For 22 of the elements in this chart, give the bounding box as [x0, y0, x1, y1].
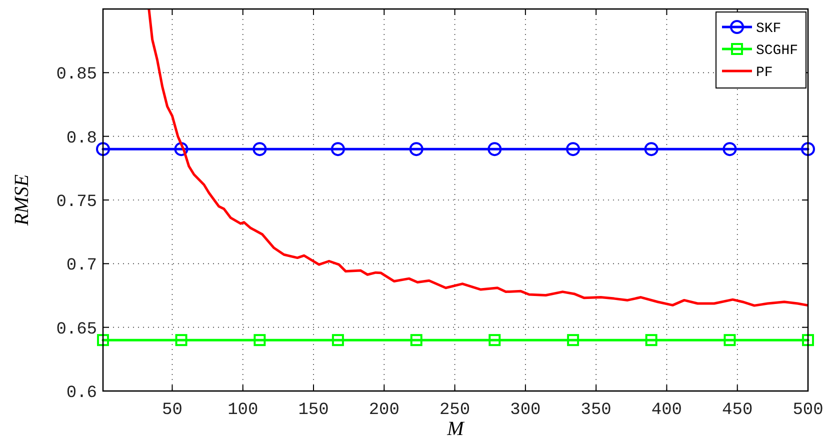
x-tick-label: 50 — [162, 401, 182, 420]
legend-label: SCGHF — [756, 42, 798, 59]
legend-label: SKF — [756, 20, 782, 37]
line-series — [148, 9, 808, 307]
x-tick-label: 250 — [439, 401, 470, 420]
x-tick-label: 350 — [580, 401, 612, 420]
y-tick-label: 0.6 — [66, 384, 97, 403]
x-tick-label: 400 — [651, 401, 682, 420]
x-tick-label: 450 — [722, 401, 753, 420]
x-tick-label: 300 — [510, 401, 541, 420]
x-tick-label: 200 — [368, 401, 400, 420]
y-axis-title: RMSE — [11, 174, 33, 227]
y-tick-label: 0.65 — [56, 320, 97, 340]
y-tick-label: 0.7 — [66, 256, 97, 276]
y-tick-label: 0.75 — [56, 192, 97, 212]
y-tick-label: 0.8 — [66, 129, 97, 148]
y-tick-label: 0.85 — [56, 66, 97, 85]
legend-label: PF — [756, 64, 773, 81]
x-axis-title: M — [446, 418, 466, 439]
x-tick-label: 500 — [792, 401, 824, 420]
x-tick-label: 100 — [228, 401, 258, 420]
x-tick-label: 150 — [298, 401, 329, 420]
